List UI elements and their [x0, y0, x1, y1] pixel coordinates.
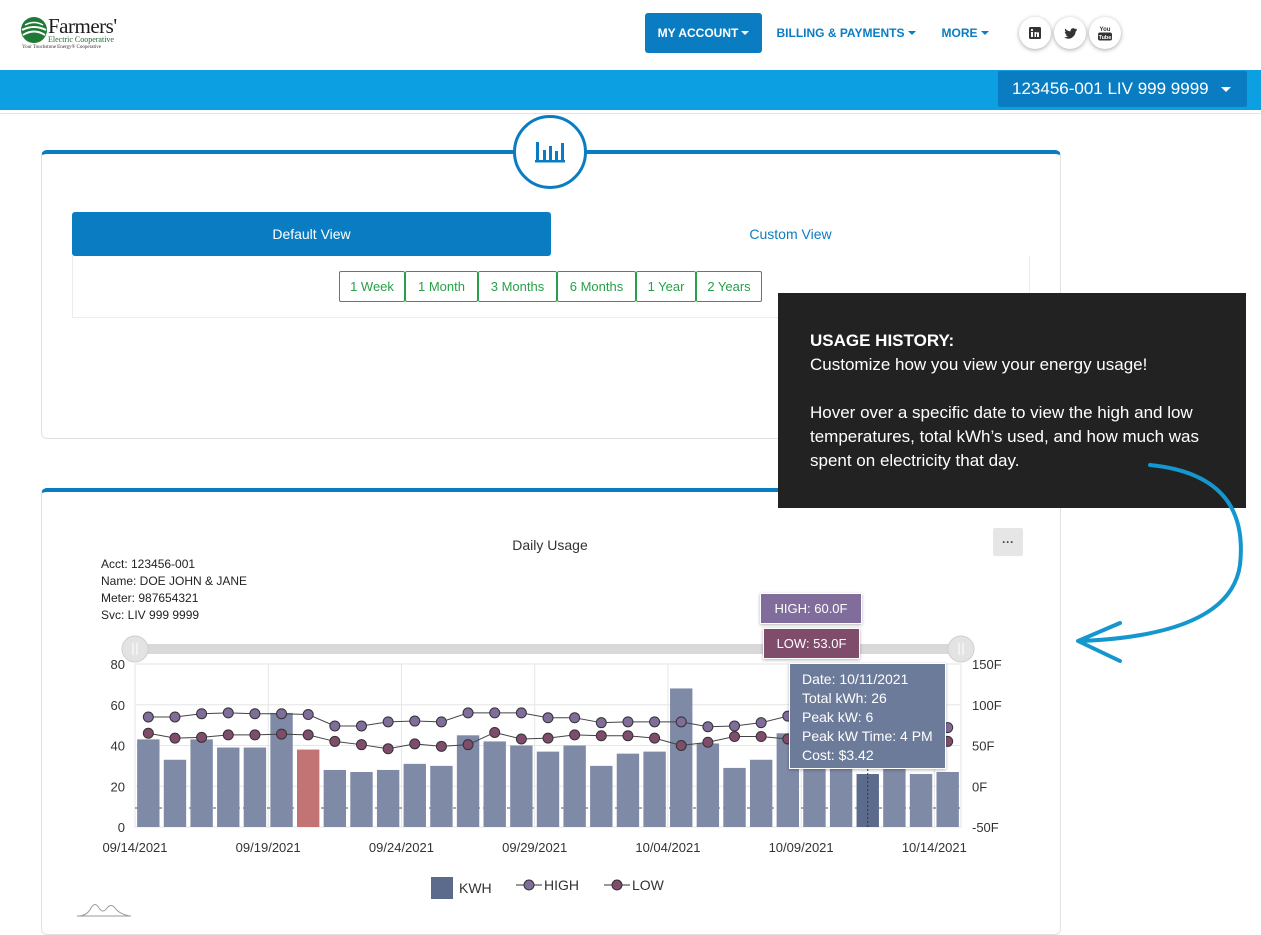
usage-history-callout: USAGE HISTORY: Customize how you view yo… — [778, 293, 1246, 508]
brand-tagline: Your Touchstone Energy® Cooperative — [22, 45, 101, 50]
range-1-year-label: 1 Year — [647, 279, 685, 294]
legend-kwh-label: KWH — [459, 880, 492, 896]
brand-logo[interactable]: Farmers' Electric Cooperative Your Touch… — [20, 14, 120, 56]
chevron-down-icon — [1221, 87, 1231, 92]
chart-info-meter: Meter: 987654321 — [101, 591, 199, 605]
chart-info-name: Name: DOE JOHN & JANE — [101, 574, 248, 588]
chart-menu-button[interactable]: ··· — [993, 528, 1023, 556]
mini-chart-icon — [77, 904, 131, 917]
range-2-years-label: 2 Years — [707, 279, 751, 294]
tooltip-cost: Cost: $3.42 — [802, 747, 874, 763]
tooltip-total-kwh: Total kWh: 26 — [802, 690, 887, 706]
chevron-down-icon — [907, 31, 916, 35]
nav-billing-label: BILLING & PAYMENTS — [776, 26, 905, 40]
twitter-button[interactable] — [1054, 17, 1086, 49]
tooltip-low: LOW: 53.0F — [763, 628, 860, 659]
chevron-down-icon — [980, 31, 989, 35]
legend-high-label: HIGH — [544, 877, 579, 893]
callout-line1: Customize how you view your energy usage… — [810, 355, 1148, 374]
range-6-months[interactable]: 6 Months — [557, 271, 636, 302]
legend-high-marker — [516, 879, 542, 891]
brand-name: Farmers' — [48, 14, 117, 38]
top-navbar: Farmers' Electric Cooperative Your Touch… — [0, 0, 1261, 70]
range-1-month[interactable]: 1 Month — [405, 271, 478, 302]
callout-arrow-icon — [1076, 463, 1243, 663]
callout-heading: USAGE HISTORY: — [810, 331, 955, 350]
range-3-months[interactable]: 3 Months — [478, 271, 557, 302]
more-icon: ··· — [1002, 535, 1014, 549]
bar-chart-icon — [535, 142, 565, 163]
tab-custom-view-label: Custom View — [749, 226, 832, 242]
range-1-month-label: 1 Month — [418, 279, 465, 294]
range-1-year[interactable]: 1 Year — [636, 271, 696, 302]
range-3-months-label: 3 Months — [490, 279, 545, 294]
svg-text:You: You — [1100, 27, 1111, 33]
tab-default-view-label: Default View — [272, 226, 351, 242]
tooltip-details: Date: 10/11/2021 Total kWh: 26 Peak kW: … — [789, 663, 946, 769]
brand-subtitle: Electric Cooperative — [48, 35, 114, 44]
chevron-down-icon — [741, 31, 750, 35]
linkedin-icon — [1029, 27, 1041, 39]
chart-title: Daily Usage — [512, 537, 588, 553]
youtube-icon: You Tube — [1098, 27, 1112, 41]
nav-billing-payments[interactable]: BILLING & PAYMENTS — [772, 13, 920, 53]
legend-high[interactable]: HIGH — [516, 877, 579, 893]
youtube-button[interactable]: You Tube — [1089, 17, 1121, 49]
legend-low-marker — [604, 879, 630, 891]
linkedin-button[interactable] — [1019, 17, 1051, 49]
nav-my-account[interactable]: MY ACCOUNT — [645, 13, 762, 53]
tab-default-view[interactable]: Default View — [72, 212, 551, 256]
nav-more-label: MORE — [941, 26, 978, 40]
nav-my-account-label: MY ACCOUNT — [657, 26, 739, 40]
chart-info-svc: Svc: LIV 999 9999 — [101, 608, 200, 622]
tooltip-peak-time: Peak kW Time: 4 PM — [802, 728, 933, 744]
tooltip-peak-kw: Peak kW: 6 — [802, 709, 874, 725]
range-2-years[interactable]: 2 Years — [696, 271, 762, 302]
legend-low[interactable]: LOW — [604, 877, 664, 893]
callout-body: Hover over a specific date to view the h… — [810, 403, 1199, 470]
tooltip-high: HIGH: 60.0F — [760, 593, 862, 624]
account-selector-value: 123456-001 LIV 999 9999 — [1012, 79, 1209, 98]
tab-custom-view[interactable]: Custom View — [551, 212, 1030, 256]
legend-kwh-swatch — [431, 877, 453, 899]
svg-text:Tube: Tube — [1099, 35, 1112, 41]
twitter-icon — [1063, 27, 1077, 39]
range-1-week-label: 1 Week — [350, 279, 394, 294]
nav-more[interactable]: MORE — [936, 13, 994, 53]
divider — [0, 113, 1261, 114]
legend-kwh[interactable]: KWH — [431, 877, 492, 899]
tooltip-date: Date: 10/11/2021 — [802, 671, 909, 687]
chart-info-acct: Acct: 123456-001 — [101, 557, 196, 571]
range-1-week[interactable]: 1 Week — [339, 271, 405, 302]
legend-low-label: LOW — [632, 877, 664, 893]
usage-chart-badge — [513, 115, 587, 189]
range-button-group — [72, 256, 1030, 318]
brand-globe-icon — [21, 17, 47, 43]
range-6-months-label: 6 Months — [569, 279, 624, 294]
account-selector[interactable]: 123456-001 LIV 999 9999 — [998, 71, 1247, 107]
